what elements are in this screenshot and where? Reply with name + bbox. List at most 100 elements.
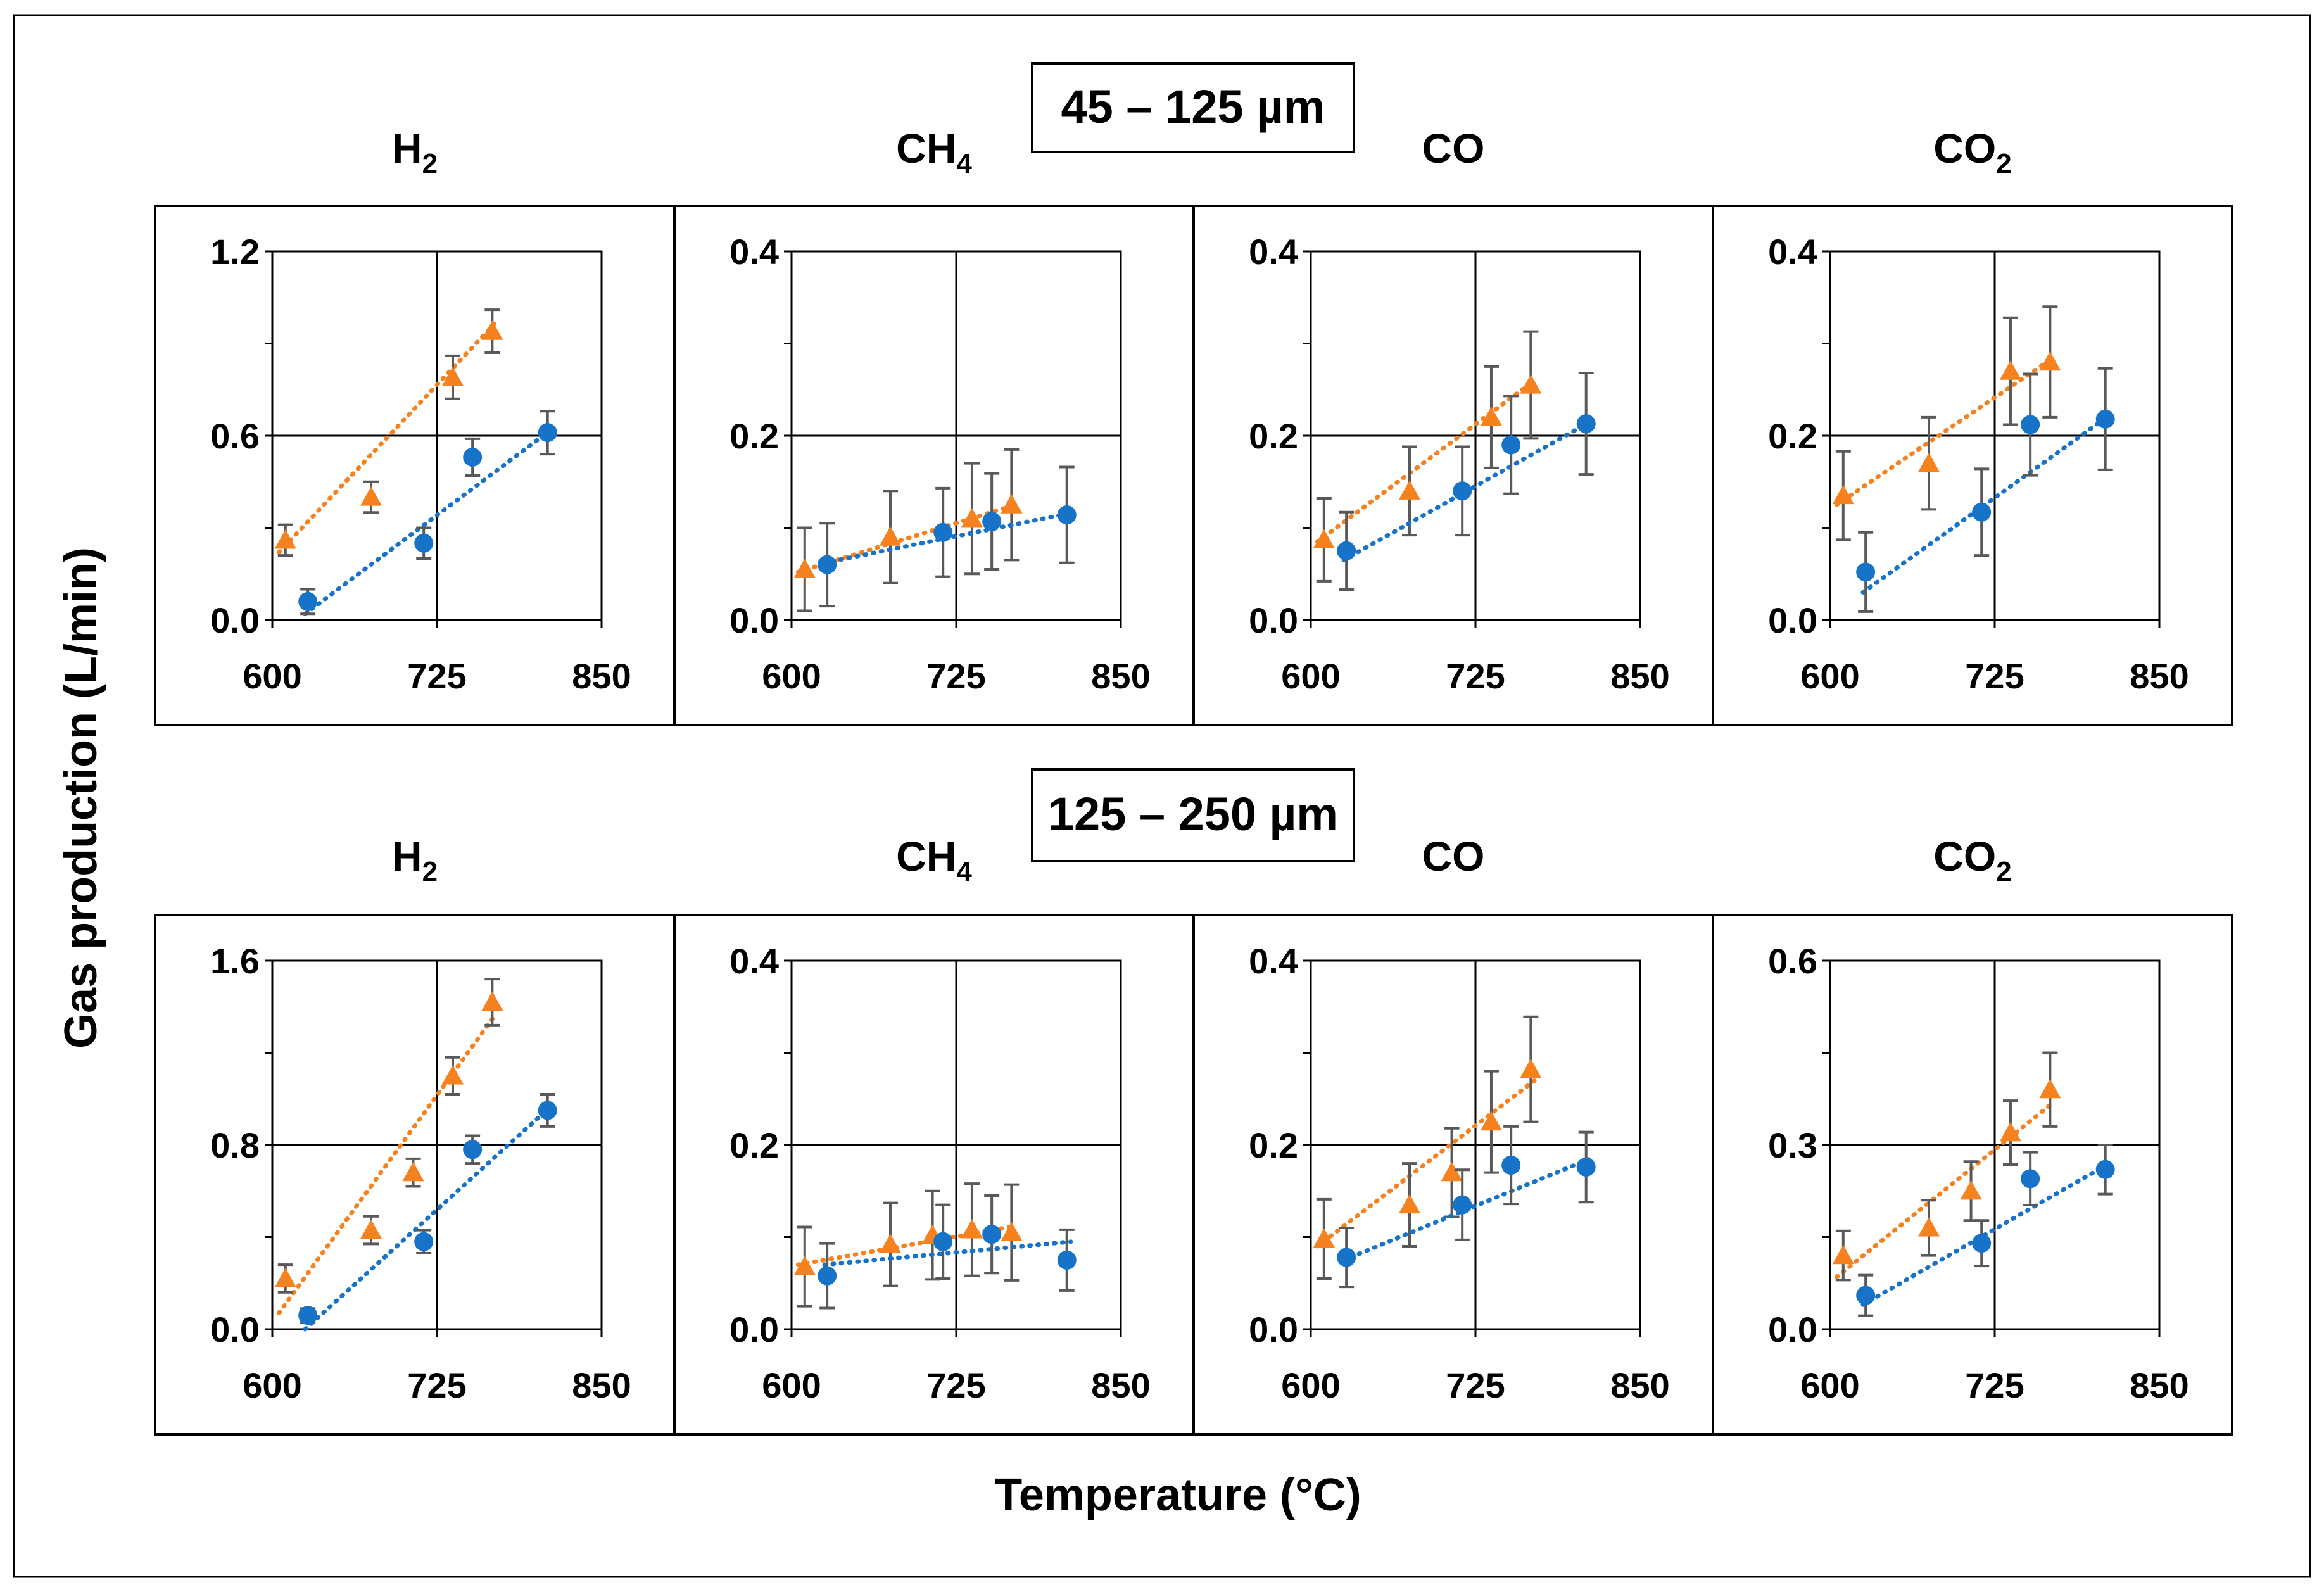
x-tick-label: 850 [1610, 656, 1669, 696]
y-tick-label: 0.2 [729, 416, 779, 456]
panel-frame [1712, 205, 2233, 726]
data-point-circle [298, 1306, 318, 1325]
x-tick-label: 850 [2130, 1365, 2188, 1405]
data-point-triangle [360, 486, 382, 506]
data-point-circle [1453, 1195, 1472, 1215]
group-header-bottom: 125 – 250 µm [1048, 788, 1338, 840]
y-tick-label: 0.8 [210, 1125, 260, 1165]
panel-title: CO [1422, 833, 1485, 880]
data-point-circle [1972, 1234, 1992, 1253]
x-tick-label: 600 [762, 1365, 821, 1405]
data-point-circle [818, 555, 837, 574]
x-tick-label: 600 [243, 656, 301, 696]
y-tick-label: 0.0 [729, 600, 779, 640]
data-point-circle [1337, 1248, 1356, 1267]
panel-co-0: CO 0.0 0.2 0.4 600 725 850 [1192, 125, 1714, 726]
data-point-triangle [1001, 494, 1023, 514]
x-tick-label: 725 [926, 1365, 985, 1405]
trendline-blue-circles [1860, 1161, 2112, 1307]
data-point-circle [1576, 1157, 1596, 1177]
data-point-circle [933, 522, 953, 542]
panel-frame [673, 205, 1195, 726]
panel-title: H2 [392, 833, 438, 887]
y-tick-label: 0.0 [210, 1310, 260, 1349]
y-tick-label: 0.4 [729, 941, 779, 981]
panel-frame [154, 205, 676, 726]
data-point-circle [933, 1232, 953, 1251]
x-tick-label: 725 [1446, 656, 1505, 696]
panel-frame [673, 914, 1195, 1436]
data-point-circle [1856, 562, 1876, 582]
panel-title: H2 [392, 125, 438, 179]
y-tick-label: 0.0 [1249, 1310, 1298, 1349]
x-tick-label: 600 [762, 656, 821, 696]
x-tick-label: 850 [1091, 1365, 1150, 1405]
data-point-triangle [1832, 484, 1854, 505]
data-point-circle [463, 1140, 483, 1159]
data-point-circle [818, 1266, 837, 1286]
y-tick-label: 0.4 [729, 232, 779, 272]
x-tick-label: 725 [926, 656, 985, 696]
x-tick-label: 600 [1281, 1365, 1340, 1405]
data-point-triangle [2039, 1078, 2061, 1099]
x-tick-label: 850 [2130, 656, 2188, 696]
data-point-triangle [1480, 1111, 1502, 1131]
data-point-circle [538, 1101, 557, 1120]
x-axis-label: Temperature (°C) [994, 1470, 1361, 1520]
trendline-orange-triangles [795, 502, 1018, 574]
y-tick-label: 0.2 [1249, 416, 1298, 456]
x-tick-label: 725 [1965, 656, 2024, 696]
outer-frame [13, 14, 2311, 1578]
trendline-blue-circles [303, 427, 554, 616]
data-point-triangle [880, 1234, 901, 1253]
data-point-circle [463, 447, 483, 467]
data-point-circle [1453, 481, 1472, 501]
data-point-triangle [402, 1161, 424, 1182]
data-point-circle [1337, 541, 1356, 560]
data-point-triangle [1999, 1121, 2021, 1142]
x-tick-label: 725 [1965, 1365, 2024, 1405]
y-tick-label: 0.2 [1768, 416, 1817, 456]
panels: H2 0.0 0.6 1.2 600 725 850 CH4 0.0 0.2 0.4 600 725 85… [154, 125, 2233, 1436]
data-point-triangle [481, 991, 503, 1011]
panel-frame [1712, 914, 2233, 1436]
x-tick-label: 600 [243, 1365, 301, 1405]
data-point-circle [538, 423, 557, 443]
data-point-triangle [1832, 1244, 1854, 1265]
panel-title: CO2 [1933, 125, 2011, 179]
panel-frame [1192, 205, 1714, 726]
data-point-circle [1057, 505, 1077, 525]
data-point-triangle [793, 558, 816, 578]
data-point-triangle [2039, 351, 2061, 371]
group-header-box-bottom [1031, 768, 1355, 862]
data-point-triangle [1399, 1194, 1420, 1214]
data-point-triangle [961, 507, 983, 528]
y-tick-label: 1.6 [210, 941, 260, 981]
panel-title: CH4 [896, 833, 972, 887]
data-point-triangle [1960, 1180, 1982, 1200]
y-tick-label: 0.6 [1768, 941, 1817, 981]
data-point-triangle [1399, 480, 1420, 500]
y-tick-label: 0.0 [1768, 600, 1817, 640]
data-point-circle [1501, 435, 1521, 455]
y-tick-label: 0.4 [1249, 232, 1298, 272]
y-tick-label: 0.4 [1249, 941, 1298, 981]
panel-title: CO2 [1933, 833, 2011, 887]
y-tick-label: 0.0 [729, 1310, 779, 1349]
panel-co-1: CO 0.0 0.2 0.4 600 725 850 [1192, 833, 1714, 1436]
panel-h2-0: H2 0.0 0.6 1.2 600 725 850 [154, 125, 676, 726]
x-tick-label: 725 [407, 656, 466, 696]
data-point-triangle [1520, 374, 1542, 394]
x-tick-label: 850 [572, 656, 631, 696]
y-tick-label: 0.4 [1768, 232, 1817, 272]
x-tick-label: 725 [1446, 1365, 1505, 1405]
group-header-box-top [1031, 62, 1355, 153]
x-tick-label: 600 [1800, 656, 1859, 696]
y-tick-label: 1.2 [210, 232, 260, 272]
trendline-blue-circles [303, 1103, 554, 1332]
data-point-triangle [1313, 529, 1335, 549]
x-tick-label: 600 [1281, 656, 1340, 696]
panel-ch4-0: CH4 0.0 0.2 0.4 600 725 850 [673, 125, 1195, 726]
x-tick-label: 850 [1610, 1365, 1669, 1405]
